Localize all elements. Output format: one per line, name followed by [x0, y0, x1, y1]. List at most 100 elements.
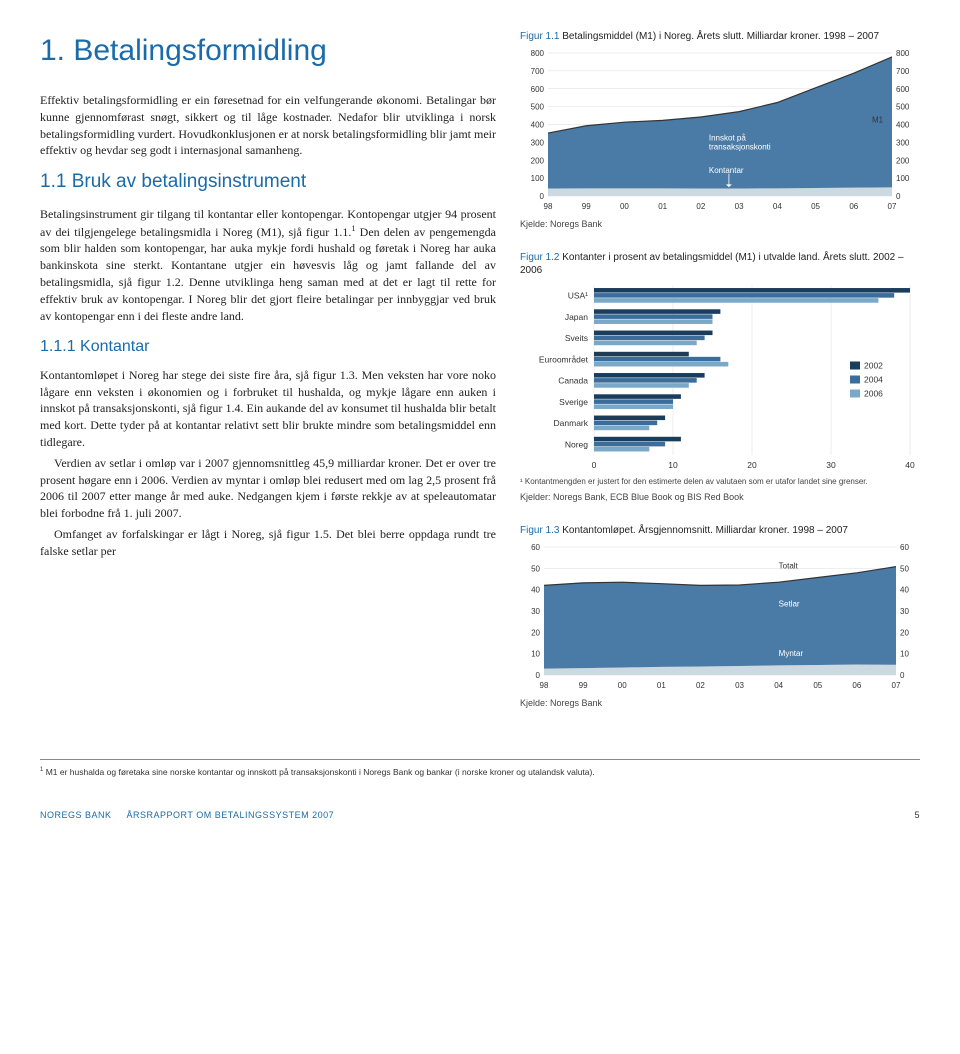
svg-text:400: 400	[896, 121, 910, 130]
svg-text:05: 05	[813, 681, 822, 690]
section-1-1-1-title: 1.1.1 Kontantar	[40, 336, 496, 358]
svg-text:700: 700	[531, 67, 545, 76]
svg-text:M1: M1	[872, 116, 884, 125]
svg-text:400: 400	[531, 121, 545, 130]
svg-text:2004: 2004	[864, 374, 883, 384]
footnote-section: 1 M1 er hushalda og føretaka sine norske…	[40, 759, 920, 779]
svg-text:30: 30	[826, 460, 836, 470]
svg-text:Myntar: Myntar	[779, 648, 804, 657]
fig-1-2-source: Kjelder: Noregs Bank, ECB Blue Book og B…	[520, 491, 920, 504]
svg-text:00: 00	[620, 202, 629, 211]
svg-text:04: 04	[773, 202, 782, 211]
svg-text:98: 98	[544, 202, 553, 211]
svg-text:Euroområdet: Euroområdet	[539, 354, 589, 364]
fig-1-2-caption: Figur 1.2 Kontanter i prosent av betalin…	[520, 251, 920, 277]
svg-text:50: 50	[531, 564, 540, 573]
svg-text:05: 05	[811, 202, 820, 211]
svg-text:01: 01	[658, 202, 667, 211]
fig-1-3-title: Figur 1.3	[520, 525, 559, 536]
section-1-1-title: 1.1 Bruk av betalingsinstrument	[40, 169, 496, 196]
svg-text:98: 98	[540, 681, 549, 690]
svg-text:0: 0	[896, 192, 901, 201]
svg-text:200: 200	[531, 156, 545, 165]
svg-text:Canada: Canada	[558, 375, 588, 385]
svg-text:06: 06	[852, 681, 861, 690]
fig-1-2-chart: 0 10 20 30 40 USA¹ Japan Sveits Euroområdet Canad…	[520, 281, 920, 471]
svg-text:60: 60	[531, 543, 540, 552]
svg-text:10: 10	[668, 460, 678, 470]
page-title: 1. Betalingsformidling	[40, 30, 496, 72]
svg-text:02: 02	[696, 681, 705, 690]
svg-text:07: 07	[888, 202, 897, 211]
svg-text:40: 40	[905, 460, 915, 470]
fig-1-1-source: Kjelde: Noregs Bank	[520, 218, 920, 231]
intro-paragraph: Effektiv betalingsformidling er ein føre…	[40, 92, 496, 159]
fig-1-2-footnote: ¹ Kontantmengden er justert for den esti…	[520, 477, 920, 487]
svg-text:Sveits: Sveits	[565, 333, 588, 343]
paragraph-1-1-1-a: Kontantomløpet i Noreg har stege dei sis…	[40, 367, 496, 451]
svg-text:500: 500	[896, 103, 910, 112]
svg-text:0: 0	[592, 460, 597, 470]
svg-text:30: 30	[900, 607, 909, 616]
svg-text:Danmark: Danmark	[554, 418, 589, 428]
p11-part-b: Den delen av pengemengda som blir halden…	[40, 225, 496, 323]
svg-text:06: 06	[849, 202, 858, 211]
fig-1-2-text: Kontanter i prosent av betalingsmiddel (…	[520, 252, 904, 276]
svg-text:0: 0	[536, 671, 541, 680]
page-footer: NOREGS BANK ÅRSRAPPORT OM BETALINGSSYSTE…	[40, 809, 920, 822]
paragraph-1-1: Betalingsinstrument gir tilgang til kont…	[40, 206, 496, 325]
svg-text:10: 10	[900, 649, 909, 658]
svg-text:20: 20	[747, 460, 757, 470]
svg-text:USA¹: USA¹	[568, 290, 588, 300]
svg-text:60: 60	[900, 543, 909, 552]
svg-text:0: 0	[900, 671, 905, 680]
svg-text:200: 200	[896, 156, 910, 165]
svg-text:0: 0	[540, 192, 545, 201]
footer-page-number: 5	[914, 809, 920, 822]
fig-1-3-text: Kontantomløpet. Årsgjennomsnitt. Milliar…	[559, 525, 848, 536]
svg-text:700: 700	[896, 67, 910, 76]
svg-text:500: 500	[531, 103, 545, 112]
svg-text:10: 10	[531, 649, 540, 658]
svg-text:800: 800	[531, 49, 545, 58]
footer-left: NOREGS BANK	[40, 810, 112, 820]
svg-text:07: 07	[892, 681, 901, 690]
svg-text:02: 02	[696, 202, 705, 211]
paragraph-1-1-1-c: Omfanget av forfalskingar er lågt i Nore…	[40, 526, 496, 560]
footnote-text: M1 er hushalda og føretaka sine norske k…	[46, 767, 595, 777]
footer-mid: ÅRSRAPPORT OM BETALINGSSYSTEM 2007	[127, 810, 335, 820]
fig-1-1-caption: Figur 1.1 Betalingsmiddel (M1) i Noreg. …	[520, 30, 920, 43]
paragraph-1-1-1-b: Verdien av setlar i omløp var i 2007 gje…	[40, 455, 496, 522]
svg-text:99: 99	[579, 681, 588, 690]
svg-text:transaksjonskonti: transaksjonskonti	[709, 143, 771, 152]
svg-text:Noreg: Noreg	[565, 439, 588, 449]
figure-1-2: Figur 1.2 Kontanter i prosent av betalin…	[520, 251, 920, 504]
svg-text:600: 600	[896, 85, 910, 94]
svg-text:Sverige: Sverige	[559, 396, 588, 406]
fig-1-2-title: Figur 1.2	[520, 252, 559, 263]
svg-text:04: 04	[774, 681, 783, 690]
svg-text:40: 40	[531, 585, 540, 594]
svg-text:100: 100	[531, 174, 545, 183]
fig-1-1-title: Figur 1.1	[520, 31, 559, 42]
svg-text:03: 03	[735, 681, 744, 690]
svg-text:300: 300	[531, 138, 545, 147]
svg-text:Innskot på: Innskot på	[709, 134, 746, 143]
svg-text:50: 50	[900, 564, 909, 573]
svg-text:Totalt: Totalt	[779, 561, 799, 570]
svg-text:300: 300	[896, 138, 910, 147]
fig-1-3-chart: 0010102020303040405050606098990001020304…	[520, 541, 920, 691]
svg-text:600: 600	[531, 85, 545, 94]
fig-1-3-source: Kjelde: Noregs Bank	[520, 697, 920, 710]
svg-text:03: 03	[735, 202, 744, 211]
svg-text:01: 01	[657, 681, 666, 690]
svg-text:20: 20	[531, 628, 540, 637]
figure-1-3: Figur 1.3 Kontantomløpet. Årsgjennomsnit…	[520, 524, 920, 710]
figure-1-1: Figur 1.1 Betalingsmiddel (M1) i Noreg. …	[520, 30, 920, 231]
svg-text:99: 99	[582, 202, 591, 211]
fig-1-1-chart: 0 01 00 100 200 200 300 300 400 400 500 500 600 600 70…	[520, 47, 920, 212]
svg-text:800: 800	[896, 49, 910, 58]
svg-text:Setlar: Setlar	[779, 599, 800, 608]
svg-text:Japan: Japan	[565, 311, 588, 321]
svg-text:00: 00	[618, 681, 627, 690]
